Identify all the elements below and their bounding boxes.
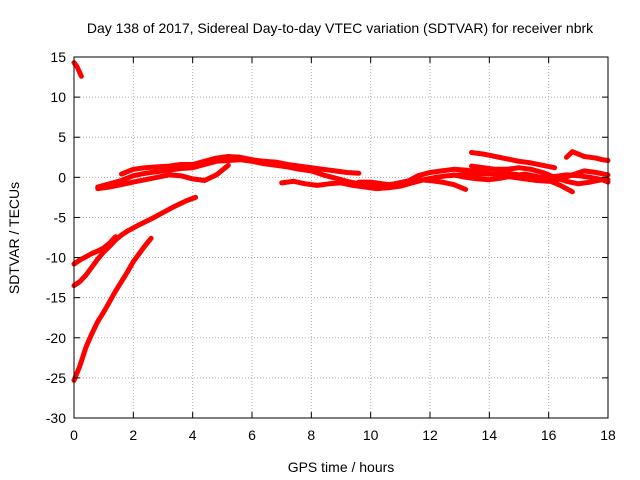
- axis-ticks: 0 2 4 6 8 10 12 14 16 18 15 10 5 0 -5 -10 -15 -20 -25 -30: [46, 49, 616, 443]
- x-tick-label: 6: [248, 427, 256, 443]
- y-tick-label: -20: [46, 330, 66, 346]
- series-arc-1: [71, 60, 84, 79]
- series-arc-4: [71, 234, 118, 267]
- series-arc-3: [71, 194, 199, 289]
- y-tick-label: -15: [46, 290, 66, 306]
- x-tick-label: 16: [541, 427, 557, 443]
- series-arc-9: [356, 166, 611, 188]
- y-tick-label: 5: [58, 129, 66, 145]
- series-group: [71, 60, 611, 383]
- y-tick-label: -25: [46, 370, 66, 386]
- x-tick-label: 2: [129, 427, 137, 443]
- series-arc-11: [469, 150, 558, 171]
- plot-frame: [73, 56, 609, 419]
- x-tick-label: 14: [482, 427, 498, 443]
- x-tick-label: 12: [422, 427, 438, 443]
- y-tick-label: 10: [50, 89, 66, 105]
- y-tick-label: 15: [50, 49, 66, 65]
- x-tick-label: 8: [307, 427, 315, 443]
- x-axis-label: GPS time / hours: [288, 459, 395, 475]
- x-tick-label: 18: [600, 427, 616, 443]
- x-tick-label: 4: [189, 427, 197, 443]
- y-tick-label: 0: [58, 169, 66, 185]
- series-arc-2: [71, 235, 154, 383]
- series-arc-12: [451, 171, 575, 195]
- series-arc-13: [564, 149, 611, 163]
- y-tick-label: -10: [46, 250, 66, 266]
- series-arc-10: [469, 163, 611, 187]
- series-arc-8: [279, 170, 611, 192]
- y-axis-label: SDTVAR / TECUs: [6, 182, 22, 294]
- x-tick-label: 0: [70, 427, 78, 443]
- y-tick-label: -30: [46, 410, 66, 426]
- series-arc-7: [95, 162, 231, 192]
- x-tick-label: 10: [363, 427, 379, 443]
- y-tick-label: -5: [54, 209, 67, 225]
- chart-title: Day 138 of 2017, Sidereal Day-to-day VTE…: [87, 20, 594, 36]
